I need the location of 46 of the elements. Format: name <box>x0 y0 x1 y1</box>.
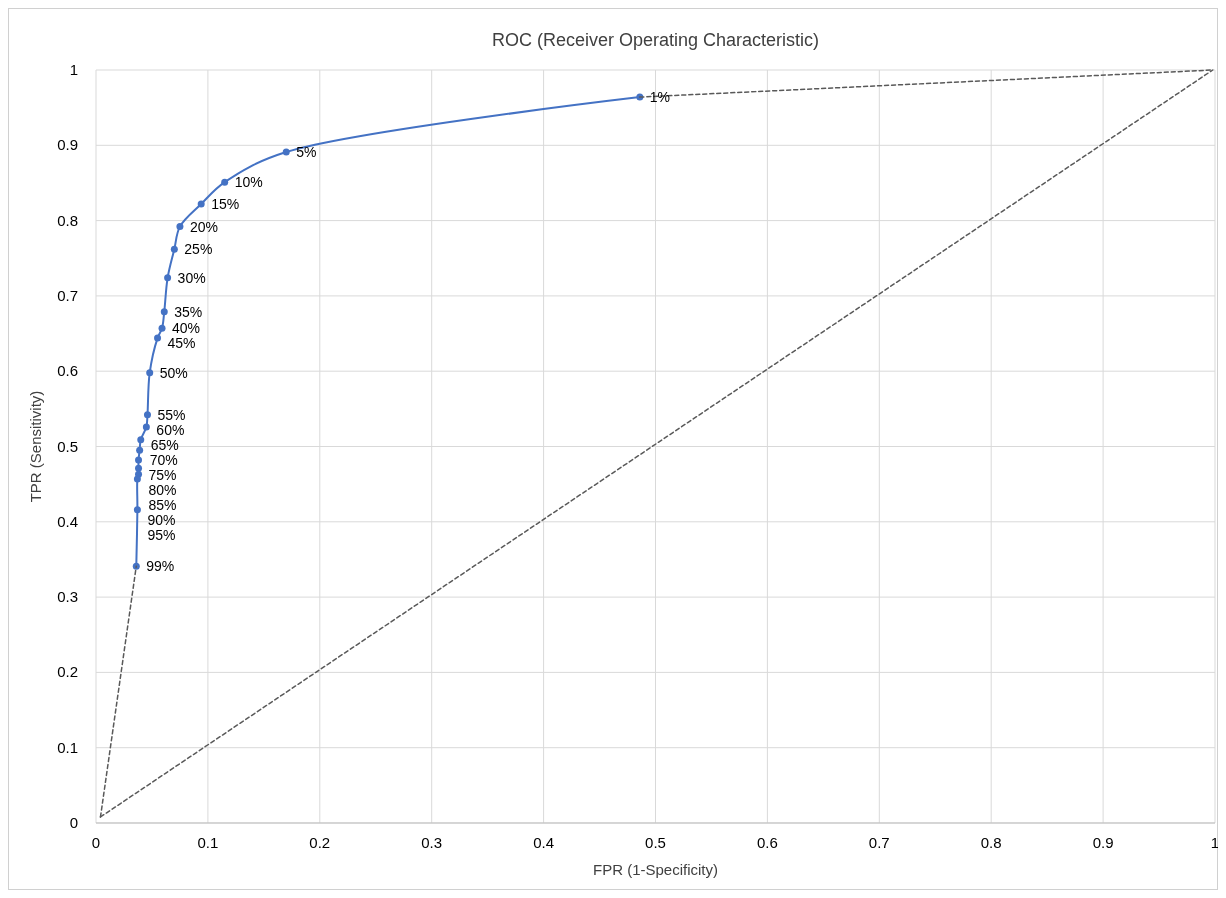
annotation: 90% <box>147 511 176 528</box>
y-tick-label: 0.3 <box>57 588 78 606</box>
annotation: 45% <box>167 335 196 352</box>
x-tick-label: 0 <box>91 834 101 851</box>
annotation: 75% <box>148 466 177 483</box>
annotation: 70% <box>149 451 178 468</box>
y-tick-label: 0.1 <box>57 738 78 756</box>
x-tick-label: 0.9 <box>1092 834 1114 851</box>
annotation: 15% <box>211 196 240 213</box>
annotation: 30% <box>177 269 206 286</box>
y-tick-label: 1 <box>69 61 78 78</box>
annotation: 5% <box>296 144 317 161</box>
annotation: 50% <box>159 364 188 381</box>
annotation: 55% <box>157 406 186 423</box>
y-tick-label: 0.2 <box>57 663 78 681</box>
y-tick-label: 0.9 <box>57 136 78 154</box>
annotation: 25% <box>184 241 213 258</box>
x-tick-label: 0.5 <box>645 834 666 851</box>
annotation: 40% <box>172 320 201 337</box>
annotation: 99% <box>146 558 175 575</box>
x-tick-label: 0.3 <box>421 834 443 851</box>
x-tick-label: 1 <box>1210 834 1220 851</box>
chart-title: ROC (Receiver Operating Characteristic) <box>491 30 820 50</box>
annotation: 35% <box>174 303 203 320</box>
x-tick-label: 0.1 <box>197 834 219 851</box>
y-tick-label: 0.6 <box>57 362 78 380</box>
y-tick-label: 0.4 <box>57 512 78 530</box>
x-tick-label: 0.4 <box>533 834 555 851</box>
annotation: 10% <box>234 174 263 191</box>
x-tick-label: 0.6 <box>756 834 778 851</box>
y-axis-title: TPR (Sensitivity) <box>27 390 44 503</box>
y-tick-label: 0.7 <box>57 286 78 304</box>
annotation: 85% <box>148 496 177 513</box>
annotation: 95% <box>147 526 176 543</box>
x-tick-label: 0.8 <box>980 834 1002 851</box>
x-tick-label: 0.2 <box>309 834 331 851</box>
y-tick-label: 0.8 <box>57 211 78 229</box>
y-tick-label: 0 <box>69 814 78 831</box>
annotation: 1% <box>649 89 671 106</box>
y-tick-label: 0.5 <box>57 437 78 455</box>
x-axis-title: FPR (1-Specificity) <box>592 861 719 878</box>
annotation: 60% <box>156 421 185 438</box>
annotation: 65% <box>150 436 179 453</box>
annotation: 20% <box>189 218 218 235</box>
x-tick-label: 0.7 <box>868 834 890 851</box>
annotation: 80% <box>148 481 177 498</box>
